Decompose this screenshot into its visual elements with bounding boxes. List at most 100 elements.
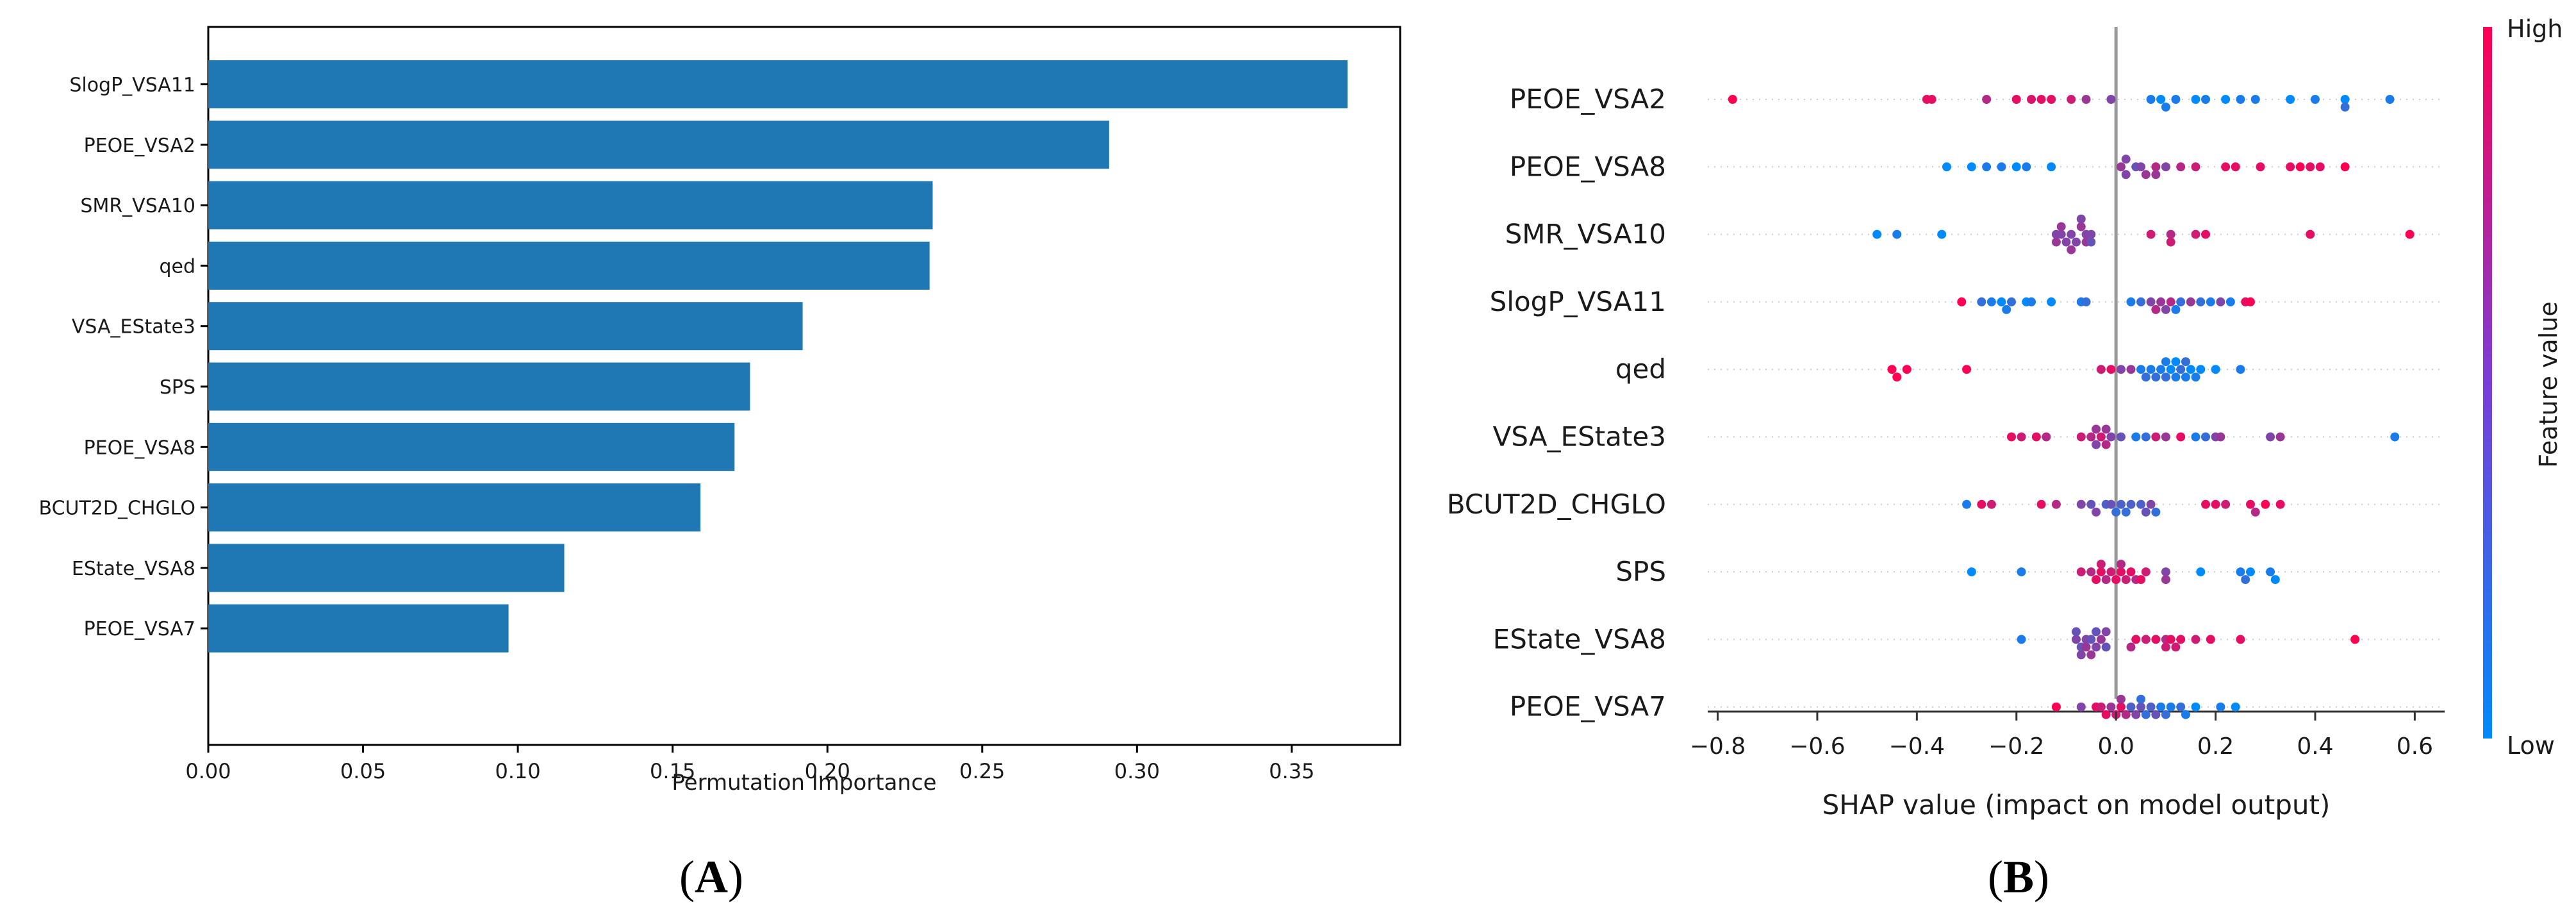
shap-point <box>2266 432 2275 442</box>
shap-point <box>2315 162 2325 172</box>
bar <box>208 302 803 351</box>
shap-point <box>1872 230 1882 239</box>
shap-point <box>2191 372 2200 382</box>
shap-point <box>2191 162 2200 172</box>
shap-point <box>2111 575 2121 585</box>
x-tick-label: 0.0 <box>2098 733 2134 760</box>
shap-point <box>2126 365 2136 374</box>
shap-point <box>1982 95 1992 104</box>
shap-point <box>2116 567 2126 577</box>
y-tick-label: qed <box>159 255 195 278</box>
shap-point <box>2136 702 2146 712</box>
shap-point <box>2166 237 2176 247</box>
shap-point <box>2166 365 2176 374</box>
shap-point <box>2141 567 2151 577</box>
shap-point <box>2096 560 2106 569</box>
shap-point <box>2250 95 2260 104</box>
x-tick-label: −0.4 <box>1889 733 1945 760</box>
shap-point <box>2146 702 2156 712</box>
shap-point <box>2072 627 2081 637</box>
shap-point <box>2086 499 2096 509</box>
shap-point <box>2340 103 2350 112</box>
shap-point <box>2236 635 2245 644</box>
shap-point <box>2191 230 2200 239</box>
shap-point <box>2166 702 2176 712</box>
shap-point <box>2146 95 2156 104</box>
shap-point <box>1977 297 1986 306</box>
shap-point <box>2116 702 2126 712</box>
shap-point <box>2176 297 2186 306</box>
shap-point <box>2166 230 2176 239</box>
shap-point <box>2191 635 2200 644</box>
shap-point <box>2067 95 2076 104</box>
shap-point <box>2146 230 2156 239</box>
shap-point <box>2051 237 2061 247</box>
shap-point <box>2171 357 2181 367</box>
shap-point <box>2136 694 2146 704</box>
shap-point <box>2101 642 2111 652</box>
shap-point <box>2076 222 2086 231</box>
shap-point <box>2006 432 2016 442</box>
shap-point <box>2161 305 2170 314</box>
shap-point <box>2017 432 2026 442</box>
shap-point <box>2186 365 2195 374</box>
shap-point <box>1892 372 1902 382</box>
shap-point <box>2081 297 2091 306</box>
shap-point <box>1957 297 1967 306</box>
bar <box>208 422 735 471</box>
shap-point <box>2211 365 2220 374</box>
shap-point <box>2146 365 2156 374</box>
shap-point <box>2216 702 2225 712</box>
shap-point <box>2106 95 2116 104</box>
shap-point <box>2092 440 2101 449</box>
shap-point <box>2116 162 2126 172</box>
shap-point <box>2176 635 2186 644</box>
shap-point <box>2196 297 2206 306</box>
shap-point <box>1962 499 1972 509</box>
shap-point <box>1937 230 1947 239</box>
y-tick-label: qed <box>1615 353 1666 385</box>
x-tick-label: −0.6 <box>1789 733 1845 760</box>
shap-point <box>2011 162 2021 172</box>
x-tick-label: −0.2 <box>1988 733 2044 760</box>
shap-point <box>2151 507 2161 517</box>
shap-point <box>2076 702 2086 712</box>
shap-point <box>1887 365 1897 374</box>
shap-point <box>2151 432 2161 442</box>
shap-point <box>2076 567 2086 577</box>
x-tick-label: 0.05 <box>340 759 386 783</box>
shap-point <box>2350 635 2360 644</box>
shap-point <box>2146 297 2156 306</box>
shap-point <box>2121 154 2131 164</box>
shap-point <box>2136 365 2146 374</box>
colorbar-low-label: Low <box>2507 731 2555 760</box>
shap-point <box>2171 642 2181 652</box>
shap-point <box>2221 162 2231 172</box>
shap-point <box>2111 507 2121 517</box>
x-axis-label: Permutation Importance <box>672 770 936 796</box>
shap-point <box>2042 432 2051 442</box>
shap-point <box>2245 297 2255 306</box>
shap-point <box>2275 432 2285 442</box>
shap-point <box>2121 170 2131 179</box>
shap-point <box>2106 432 2116 442</box>
shap-point <box>2101 575 2111 585</box>
shap-point <box>2181 710 2190 719</box>
shap-point <box>2081 642 2091 652</box>
y-tick-label: EState_VSA8 <box>72 558 195 580</box>
y-tick-label: SMR_VSA10 <box>1505 219 1666 250</box>
shap-point <box>2076 432 2086 442</box>
shap-point <box>2092 642 2101 652</box>
bar <box>208 604 509 653</box>
shap-point <box>2156 365 2166 374</box>
shap-point <box>2275 499 2285 509</box>
shap-point <box>2196 365 2206 374</box>
shap-point <box>2186 297 2195 306</box>
shap-point <box>2136 575 2146 585</box>
y-tick-label: PEOE_VSA2 <box>84 135 195 157</box>
shap-point <box>2106 702 2116 712</box>
shap-point <box>2027 95 2036 104</box>
shap-point <box>2256 162 2265 172</box>
